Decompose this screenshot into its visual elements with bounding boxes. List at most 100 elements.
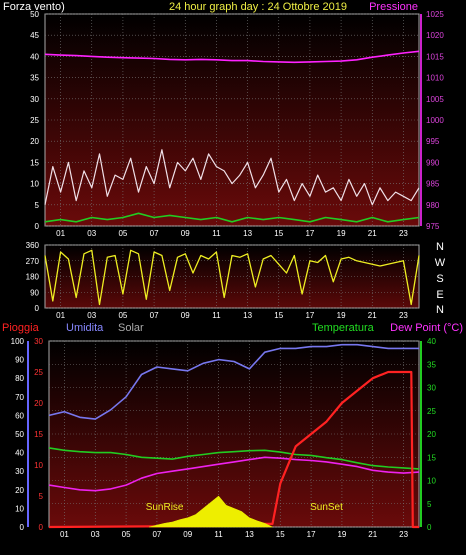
y-tick-label-temperature: 0 bbox=[427, 523, 432, 532]
x-tick-label-bottom: 19 bbox=[337, 530, 346, 539]
x-tick-label-mid: 23 bbox=[399, 311, 408, 320]
y-tick-label-pressure: 980 bbox=[426, 201, 440, 210]
y-tick-label-pressure: 1025 bbox=[426, 10, 444, 19]
x-tick-label-top: 11 bbox=[212, 229, 221, 238]
y-tick-label-wind: 45 bbox=[30, 31, 39, 40]
y-tick-label-rain: 30 bbox=[34, 337, 43, 346]
series-lines bbox=[44, 50, 420, 529]
x-tick-label-bottom: 23 bbox=[399, 530, 408, 539]
y-tick-label-direction: 180 bbox=[26, 273, 40, 282]
y-tick-label-temperature: 10 bbox=[427, 477, 436, 486]
series-wind_gust bbox=[44, 149, 420, 206]
y-tick-label-humidity: 50 bbox=[15, 430, 24, 439]
right-axis-label: Pressione bbox=[369, 1, 418, 13]
y-tick-label-wind: 40 bbox=[30, 52, 39, 61]
y-tick-label-pressure: 1020 bbox=[426, 31, 444, 40]
y-tick-label-humidity: 60 bbox=[15, 411, 24, 420]
y-tick-label-temperature: 40 bbox=[427, 337, 436, 346]
humidity-axis-strip bbox=[27, 341, 29, 527]
y-tick-label-wind: 10 bbox=[30, 180, 39, 189]
x-tick-label-mid: 19 bbox=[337, 311, 346, 320]
y-tick-label-temperature: 35 bbox=[427, 360, 436, 369]
y-tick-label-humidity: 90 bbox=[15, 356, 24, 365]
x-tick-label-bottom: 07 bbox=[152, 530, 161, 539]
y-tick-label-pressure: 985 bbox=[426, 180, 440, 189]
x-tick-label-top: 13 bbox=[243, 229, 252, 238]
x-tick-label-mid: 11 bbox=[212, 311, 221, 320]
x-tick-label-top: 21 bbox=[368, 229, 377, 238]
x-tick-label-mid: 05 bbox=[118, 311, 127, 320]
x-tick-label-bottom: 01 bbox=[60, 530, 69, 539]
x-tick-label-top: 03 bbox=[87, 229, 96, 238]
y-tick-label-rain: 15 bbox=[34, 430, 43, 439]
y-tick-label-temperature: 20 bbox=[427, 430, 436, 439]
x-tick-label-top: 19 bbox=[337, 229, 346, 238]
left-axis-label: Forza vento) bbox=[3, 1, 65, 13]
tick-labels: 01 03 05 07 09 11 13 15 17 19 21 230510152025303540… bbox=[11, 10, 445, 539]
series-humidity bbox=[48, 343, 419, 420]
y-tick-label-humidity: 30 bbox=[15, 467, 24, 476]
y-tick-label-rain: 20 bbox=[34, 399, 43, 408]
y-tick-label-direction: 270 bbox=[26, 257, 40, 266]
dir-label-n-bottom: N bbox=[436, 304, 444, 316]
x-tick-label-top: 01 bbox=[56, 229, 65, 238]
y-tick-label-pressure: 1000 bbox=[426, 116, 444, 125]
y-tick-label-humidity: 10 bbox=[15, 504, 24, 513]
series-rain bbox=[48, 370, 419, 529]
y-tick-label-wind: 50 bbox=[30, 10, 39, 19]
series-dew_point bbox=[48, 456, 420, 492]
series-solar bbox=[149, 495, 273, 528]
y-tick-label-direction: 90 bbox=[30, 288, 39, 297]
dir-label-w: W bbox=[435, 257, 446, 269]
y-tick-label-rain: 10 bbox=[34, 461, 43, 470]
x-tick-label-bottom: 03 bbox=[91, 530, 100, 539]
x-tick-label-bottom: 09 bbox=[183, 530, 192, 539]
y-tick-label-wind: 35 bbox=[30, 74, 39, 83]
x-tick-label-mid: 01 bbox=[56, 311, 65, 320]
x-tick-label-mid: 07 bbox=[150, 311, 159, 320]
x-tick-label-mid: 09 bbox=[181, 311, 190, 320]
annotation-sunset: SunSet bbox=[310, 502, 343, 513]
y-tick-label-pressure: 1010 bbox=[426, 74, 444, 83]
y-tick-label-wind: 5 bbox=[35, 201, 40, 210]
x-tick-label-bottom: 13 bbox=[245, 530, 254, 539]
y-tick-label-humidity: 70 bbox=[15, 393, 24, 402]
x-tick-label-mid: 15 bbox=[274, 311, 283, 320]
x-tick-label-bottom: 15 bbox=[276, 530, 285, 539]
x-tick-label-top: 07 bbox=[150, 229, 159, 238]
y-tick-label-rain: 5 bbox=[39, 492, 44, 501]
y-tick-label-temperature: 5 bbox=[427, 500, 432, 509]
y-tick-label-temperature: 25 bbox=[427, 407, 436, 416]
series-wind_dir bbox=[44, 249, 420, 306]
y-tick-label-rain: 0 bbox=[39, 523, 44, 532]
dir-label-e: E bbox=[436, 289, 443, 301]
y-tick-label-temperature: 15 bbox=[427, 453, 436, 462]
y-tick-label-pressure: 1015 bbox=[426, 52, 444, 61]
x-tick-label-bottom: 21 bbox=[368, 530, 377, 539]
bottom-plot-area bbox=[48, 340, 420, 528]
y-tick-label-humidity: 100 bbox=[11, 337, 25, 346]
grid-lines bbox=[45, 13, 419, 528]
temperature-axis-strip bbox=[420, 341, 422, 527]
y-tick-label-humidity: 80 bbox=[15, 374, 24, 383]
legend-humidity: Umidita bbox=[66, 322, 104, 334]
y-tick-label-humidity: 40 bbox=[15, 449, 24, 458]
legend-temperature: Temperatura bbox=[312, 322, 375, 334]
y-tick-label-pressure: 995 bbox=[426, 137, 440, 146]
y-tick-label-wind: 0 bbox=[35, 222, 40, 231]
chart-title: 24 hour graph day : 24 Ottobre 2019 bbox=[169, 1, 347, 13]
x-tick-label-bottom: 05 bbox=[122, 530, 131, 539]
legend-dew-point: Dew Point (°C) bbox=[390, 322, 463, 334]
dir-label-s: S bbox=[436, 273, 443, 285]
series-pressure bbox=[44, 50, 420, 64]
series-temperature bbox=[48, 447, 420, 470]
x-tick-label-bottom: 11 bbox=[214, 530, 223, 539]
x-tick-label-top: 17 bbox=[305, 229, 314, 238]
x-tick-label-top: 15 bbox=[274, 229, 283, 238]
y-tick-label-wind: 15 bbox=[30, 158, 39, 167]
y-tick-label-wind: 30 bbox=[30, 95, 39, 104]
x-tick-label-top: 05 bbox=[118, 229, 127, 238]
pressure-axis-strip bbox=[420, 14, 422, 226]
dir-label-n-top: N bbox=[436, 241, 444, 253]
y-tick-label-direction: 360 bbox=[26, 241, 40, 250]
